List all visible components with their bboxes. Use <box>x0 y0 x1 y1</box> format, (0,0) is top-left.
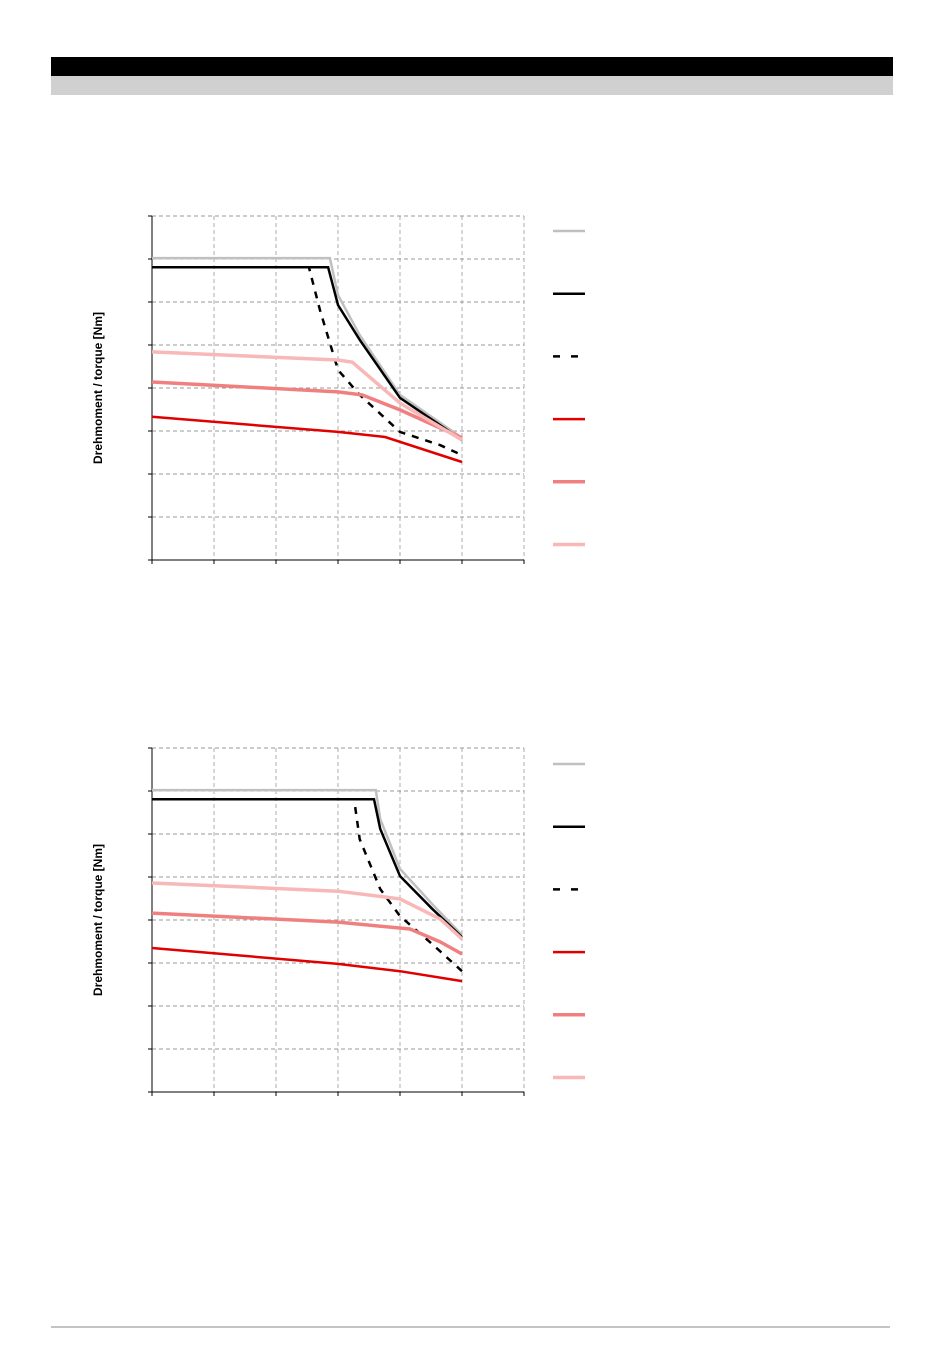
series-line <box>152 256 463 439</box>
series-line <box>152 265 463 457</box>
series-line <box>152 797 463 973</box>
series-line <box>151 350 463 442</box>
series-line <box>151 946 463 983</box>
header-bar <box>51 57 893 76</box>
subheader-bar <box>51 76 893 95</box>
series-line <box>151 380 463 440</box>
y-axis-label: Drehmoment / torque [Nm] <box>91 844 105 996</box>
y-axis-label: Drehmoment / torque [Nm] <box>91 312 105 464</box>
series-line <box>152 788 463 936</box>
series-line <box>151 881 464 941</box>
series-line <box>151 911 463 956</box>
series-line <box>151 415 463 464</box>
